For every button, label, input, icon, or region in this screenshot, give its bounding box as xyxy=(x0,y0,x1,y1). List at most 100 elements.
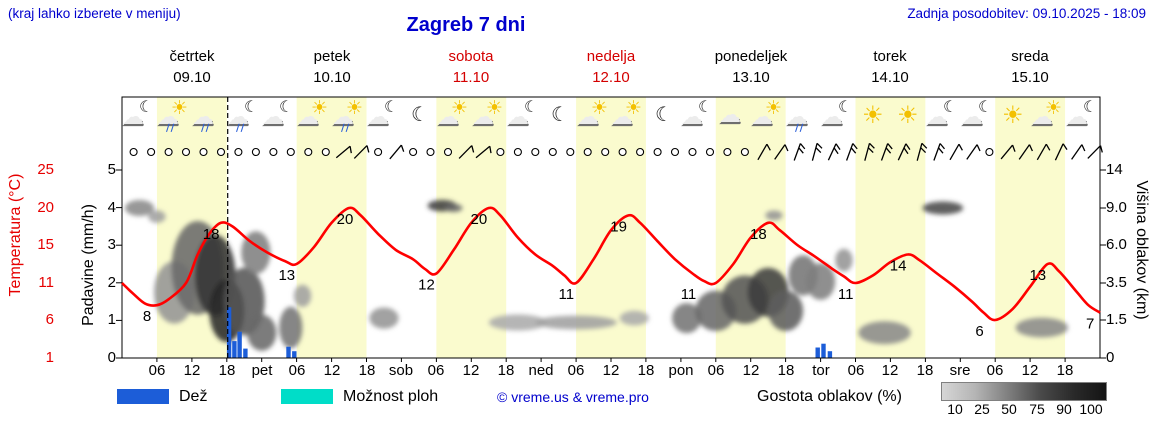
cloud-glyph-icon: ☁ xyxy=(1030,104,1054,132)
svg-text:19: 19 xyxy=(610,218,627,235)
moon-glyph-icon: ☾ xyxy=(244,97,259,116)
sun-glyph-icon: ☀ xyxy=(171,97,189,119)
cloud-glyph-icon: ☁ xyxy=(331,104,355,132)
cloud-glyph-icon: ☁ xyxy=(366,104,390,132)
svg-text:20: 20 xyxy=(337,211,354,228)
weather-icon-sun: ☀ xyxy=(995,100,1031,136)
x-axis-time-label: 18 xyxy=(1056,362,1074,379)
cloud-glyph-icon: ☁ xyxy=(750,104,774,132)
weather-icon-moon-cloud: ☾ ☁ ☁ xyxy=(366,99,402,136)
sun-glyph-icon: ☀ xyxy=(311,97,329,119)
cloud-axis-tick: 9.0 xyxy=(1106,199,1127,216)
last-update-text: Zadnja posodobitev: 09.10.2025 - 18:09 xyxy=(907,6,1146,21)
x-axis-time-label: 06 xyxy=(427,362,445,379)
weather-icon-moon-cloud: ☾ ☁ ☁ xyxy=(1065,97,1101,136)
rain-legend-label: Dež xyxy=(179,388,208,405)
x-axis-time-label: 12 xyxy=(462,362,480,379)
cloud-glyph-icon: ☁ xyxy=(157,105,179,130)
cloud-glyph-icon: ☁ xyxy=(192,105,214,130)
weather-icon-cloud-rain: ☁ ☁ ∕∕ xyxy=(191,100,227,136)
x-axis-time-label: 06 xyxy=(288,362,306,379)
x-axis-time-label: 12 xyxy=(1021,362,1039,379)
day-header: torek 14.10 xyxy=(871,48,909,86)
moon-glyph-icon: ☾ xyxy=(698,97,713,116)
sun-glyph-icon: ☀ xyxy=(591,97,609,119)
day-header: nedelja 12.10 xyxy=(586,48,636,86)
cloud-axis-tick: 3.5 xyxy=(1106,274,1127,291)
cloud-glyph-icon: ☁ xyxy=(718,102,742,130)
weather-icon-moon-cloud: ☾ ☁ ☁ xyxy=(261,97,297,136)
precip-axis-tick: 0 xyxy=(107,349,116,366)
day-header: četrtek 09.10 xyxy=(169,48,215,86)
day-header: sobota 11.10 xyxy=(448,48,494,86)
x-axis-time-label: 06 xyxy=(707,362,725,379)
cloud-glyph-icon: ☁ xyxy=(785,104,809,132)
moon-glyph-icon: ☾ xyxy=(1083,97,1098,116)
cloud-density-label: Gostota oblakov (%) xyxy=(757,388,902,405)
moon-glyph-icon: ☾ xyxy=(279,97,294,116)
cloud-glyph-icon: ☁ xyxy=(681,105,703,130)
credit-link[interactable]: © vreme.us & vreme.pro xyxy=(497,389,649,405)
sun-glyph-icon: ☀ xyxy=(346,97,364,119)
moon-glyph-icon: ☾ xyxy=(655,102,673,126)
cloud-glyph-icon: ☁ xyxy=(367,105,389,130)
sun-glyph-icon: ☀ xyxy=(862,101,884,129)
temp-axis-tick: 15 xyxy=(37,236,54,253)
weather-icon-moon: ☾ xyxy=(645,100,681,136)
cloud-glyph-icon: ☁ xyxy=(472,105,494,130)
precip-axis-tick: 4 xyxy=(107,199,116,216)
weather-icon-sun-cloud: ☀ ☁ ☁ xyxy=(610,97,646,136)
page-title: Zagreb 7 dni xyxy=(406,14,526,36)
cloud-glyph-icon: ☁ xyxy=(925,104,949,132)
x-axis-time-label: 06 xyxy=(986,362,1004,379)
cloud-glyph-icon: ☁ xyxy=(436,104,460,132)
rain-color-swatch xyxy=(117,389,169,404)
moon-glyph-icon: ☾ xyxy=(524,97,539,116)
cloud-glyph-icon: ☁ xyxy=(261,104,285,132)
x-axis-time-label: 18 xyxy=(637,362,655,379)
precip-axis-tick: 2 xyxy=(107,274,116,291)
x-axis-time-label: 18 xyxy=(497,362,515,379)
cloud-glyph-icon: ☁ xyxy=(1031,105,1053,130)
moon-glyph-icon: ☾ xyxy=(411,102,429,126)
cloud-axis-tick: 6.0 xyxy=(1106,236,1127,253)
density-scale-tick: 90 xyxy=(1056,401,1072,417)
sun-glyph-icon: ☀ xyxy=(625,97,643,119)
density-scale-tick: 25 xyxy=(974,401,990,417)
weather-icon-moon-cloud: ☾ ☁ ☁ xyxy=(925,99,961,136)
svg-text:11: 11 xyxy=(838,286,854,303)
moon-glyph-icon: ☾ xyxy=(139,97,154,116)
cloud-glyph-icon: ☁ xyxy=(332,105,354,130)
weather-icon-sun-cloud: ☀ ☁ ☁ xyxy=(296,97,332,136)
sun-glyph-icon: ☀ xyxy=(897,101,919,129)
precip-axis-tick: 5 xyxy=(107,161,116,178)
weather-icon-sun-cloud: ☀ ☁ ☁ xyxy=(750,99,786,136)
weather-icon-moon-cloud: ☾ ☁ ☁ xyxy=(960,99,996,136)
moon-glyph-icon: ☾ xyxy=(838,97,853,116)
axis-ticks xyxy=(116,169,1106,362)
weather-icon-moon: ☾ xyxy=(541,100,577,136)
x-axis-time-label: 18 xyxy=(358,362,376,379)
svg-text:12: 12 xyxy=(418,277,435,294)
day-header: sreda 15.10 xyxy=(1011,48,1049,86)
weather-icon-cloud-rain: ☁ ☁ ∕∕ xyxy=(785,100,821,136)
cloud-glyph-icon: ☁ xyxy=(680,104,704,132)
temperature-curve xyxy=(121,206,1101,322)
weather-icon-sun-cloud: ☀ ☁ ☁ xyxy=(576,97,612,136)
showers-legend-label: Možnost ploh xyxy=(343,388,439,405)
drops-glyph-icon: ∕∕ xyxy=(795,123,805,134)
x-axis-day-abbrev: ned xyxy=(528,362,554,379)
sun-glyph-icon: ☀ xyxy=(1002,101,1024,129)
temp-axis-tick: 6 xyxy=(45,311,54,328)
cloud-glyph-icon: ☁ xyxy=(507,105,529,130)
cloud-glyph-icon: ☁ xyxy=(191,104,215,132)
x-axis-day-abbrev: tor xyxy=(812,362,830,379)
cloud-axis-tick: 1.5 xyxy=(1106,311,1127,328)
weather-icon-sun-cloud: ☀ ☁ ☁ xyxy=(471,99,507,136)
precip-axis-tick: 1 xyxy=(107,311,116,328)
x-axis-time-label: 12 xyxy=(602,362,620,379)
weather-icon-sun: ☀ xyxy=(855,100,891,136)
density-scale-tick: 10 xyxy=(947,401,963,417)
